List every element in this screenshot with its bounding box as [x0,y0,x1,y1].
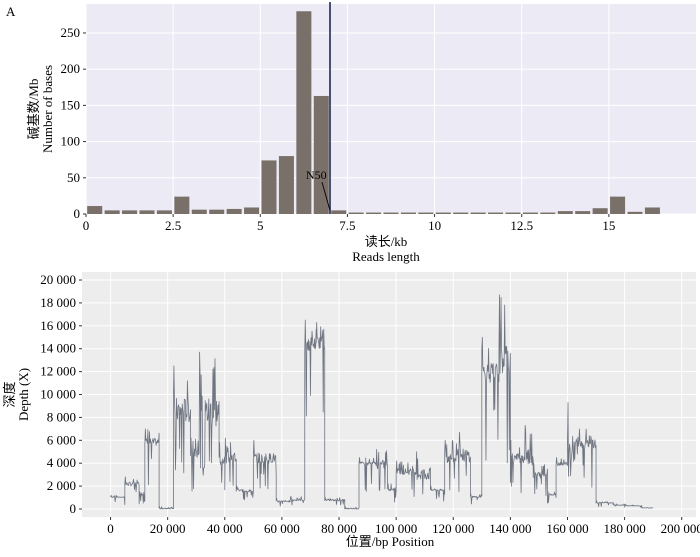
panel-b-x-tick-label: 140 000 [489,521,531,536]
panel-a-x-tick-label: 0 [83,218,90,233]
panel-b-x-tick-label: 120 000 [432,521,474,536]
panel-a-x-axis-label-cn: 读长/kb [365,234,408,249]
panel-b-x-tick-label: 180 000 [603,521,645,536]
histogram-bar [488,212,504,214]
histogram-bar [557,211,573,214]
n50-label: N50 [306,168,327,182]
panel-a-x-tick-label: 12.5 [510,218,533,233]
histogram-bar [505,212,521,214]
histogram-bar [156,210,172,214]
histogram-bar [522,212,538,214]
histogram-bar [261,160,277,214]
histogram-bar [122,210,138,214]
panel-a-bars [87,11,660,215]
histogram-bar [87,206,103,214]
panel-b-x-axis-label: 位置/bp Position [346,534,435,549]
histogram-bar [400,212,416,214]
panel-b-x-tick-label: 40 000 [207,521,243,536]
panel-a-y-axis-label-cn: 碱基数/Mb [26,79,41,140]
panel-b-y-tick-label: 6 000 [47,432,76,447]
histogram-bar [644,207,660,214]
panel-a-background [86,4,696,214]
panel-b-x-tick-label: 160 000 [546,521,588,536]
panel-b-x-tick-label: 0 [107,521,114,536]
panel-a-y-axis-label-en: Number of bases [40,65,55,153]
panel-a-y-ticks: 0 50 100 150 200 250 [61,25,86,221]
panel-b-y-tick-label: 20 000 [40,272,76,287]
panel-a-y-tick-label: 50 [67,170,80,185]
panel-b-y-tick-label: 0 [70,501,77,516]
histogram-bar [453,212,469,214]
histogram-bar [348,212,364,214]
histogram-bar [313,95,329,214]
panel-a-x-tick-label: 5 [257,218,264,233]
panel-b-x-ticks: 0 20 000 40 000 60 000 80 000 100 000 120 000 1… [107,517,700,536]
panel-a-x-tick-label: 7.5 [339,218,355,233]
panel-a-x-ticks: 0 2.5 5 7.5 10 12.5 15 [83,214,615,233]
panel-b-y-tick-label: 10 000 [40,387,76,402]
histogram-bar [470,212,486,214]
histogram-bar [104,210,120,214]
histogram-bar [139,210,155,214]
panel-a-y-tick-label: 0 [74,206,81,221]
histogram-bar [435,212,451,214]
panel-b-y-ticks: 0 2 000 4 000 6 000 8 000 10 000 12 000 14 000 1… [40,272,82,516]
panel-label: A [6,4,16,19]
histogram-bar [383,212,399,214]
histogram-bar [592,208,608,214]
histogram-bar [575,211,591,214]
histogram-bar [331,210,347,214]
histogram-bar [174,196,190,214]
histogram-bar [366,212,382,214]
panel-a: N50 0 2.5 5 7.5 10 12.5 15 0 50 100 150 200 250 A 读… [6,2,696,264]
histogram-bar [191,209,207,214]
panel-a-x-axis-label-en: Reads length [352,249,420,264]
histogram-bar [540,212,556,214]
panel-b-y-axis-label-en: Depth (X) [16,368,31,421]
histogram-bar [296,11,312,215]
histogram-bar [627,211,643,214]
panel-a-x-tick-label: 2.5 [165,218,181,233]
panel-b-y-axis-label-cn: 深度 [2,381,17,407]
panel-b-y-tick-label: 12 000 [40,364,76,379]
histogram-bar [418,212,434,214]
panel-b-y-tick-label: 14 000 [40,341,76,356]
panel-b-y-tick-label: 8 000 [47,409,76,424]
panel-b-x-tick-label: 100 000 [375,521,417,536]
n50-pointer [321,182,331,211]
panel-b-x-tick-label: 200 000 [661,521,700,536]
histogram-bar [244,207,260,214]
panel-b-y-tick-label: 4 000 [47,455,76,470]
panel-b-gridlines [82,272,696,517]
panel-a-y-tick-label: 100 [61,134,81,149]
panel-a-gridlines [85,4,696,215]
panel-a-y-tick-label: 200 [61,61,81,76]
panel-b-y-tick-label: 16 000 [40,318,76,333]
panel-b: 0 20 000 40 000 60 000 80 000 100 000 120 000 1… [2,272,700,549]
histogram-bar [610,196,626,214]
panel-b-y-tick-label: 2 000 [47,478,76,493]
depth-line [110,294,654,510]
histogram-bar [226,208,242,214]
panel-b-x-tick-label: 60 000 [264,521,300,536]
panel-b-x-tick-label: 20 000 [150,521,186,536]
histogram-bar [278,156,294,214]
panel-a-x-tick-label: 10 [428,218,441,233]
panel-a-y-tick-label: 150 [61,97,81,112]
histogram-bar [209,209,225,214]
panel-a-y-tick-label: 250 [61,25,81,40]
panel-b-y-tick-label: 18 000 [40,295,76,310]
panel-b-x-tick-label: 80 000 [321,521,357,536]
panel-a-x-tick-label: 15 [602,218,615,233]
